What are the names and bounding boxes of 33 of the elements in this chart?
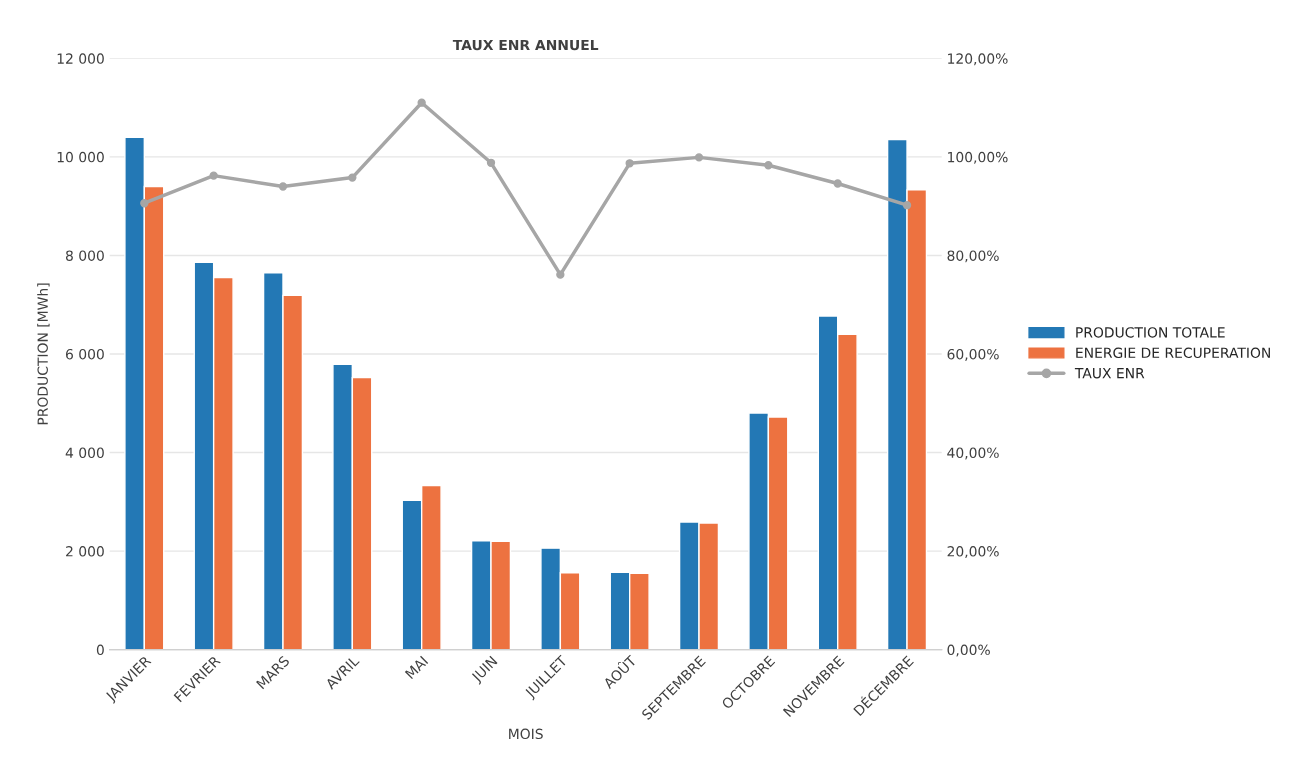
y2-tick-label: 100,00% <box>948 151 1008 164</box>
legend-label: PRODUCTION TOTALE <box>1076 327 1225 338</box>
y-tick-label: 10 000 <box>57 151 104 163</box>
point <box>902 201 912 210</box>
y-tick-label: 6 000 <box>66 348 104 360</box>
y2-tick-label: 40,00% <box>947 447 999 460</box>
y-tick-label: 4 000 <box>65 447 104 459</box>
point <box>417 98 426 107</box>
y-tick-label: 0 <box>96 644 104 656</box>
y2-tick-label: 20,00% <box>947 546 999 558</box>
y2-tick-label: 60,00% <box>947 348 999 361</box>
legend-label: TAUX ENR <box>1074 368 1145 379</box>
y-tick-label: 2 000 <box>66 546 104 557</box>
legend-label: ENERGIE DE RECUPERATION <box>1076 347 1270 359</box>
y-tick-label: 8 000 <box>65 250 104 261</box>
point <box>764 161 773 170</box>
point <box>833 179 842 188</box>
x-axis-title: MOIS <box>509 728 543 740</box>
y2-tick-label: 80,00% <box>947 250 999 263</box>
point <box>140 199 149 208</box>
point <box>625 159 634 168</box>
point <box>348 173 357 182</box>
point <box>556 270 565 279</box>
y-axis-title: PRODUCTION [MWh] <box>37 283 50 425</box>
x-tick-label: MAI <box>404 655 429 680</box>
chart-title: TAUX ENR ANNUEL <box>452 39 599 51</box>
point <box>486 158 496 167</box>
y2-tick-label: 0,00% <box>947 644 990 657</box>
point <box>209 171 218 180</box>
point <box>694 153 704 162</box>
point <box>278 182 288 191</box>
y-tick-label: 12 000 <box>57 53 104 64</box>
y2-tick-label: 120,00% <box>948 53 1008 66</box>
